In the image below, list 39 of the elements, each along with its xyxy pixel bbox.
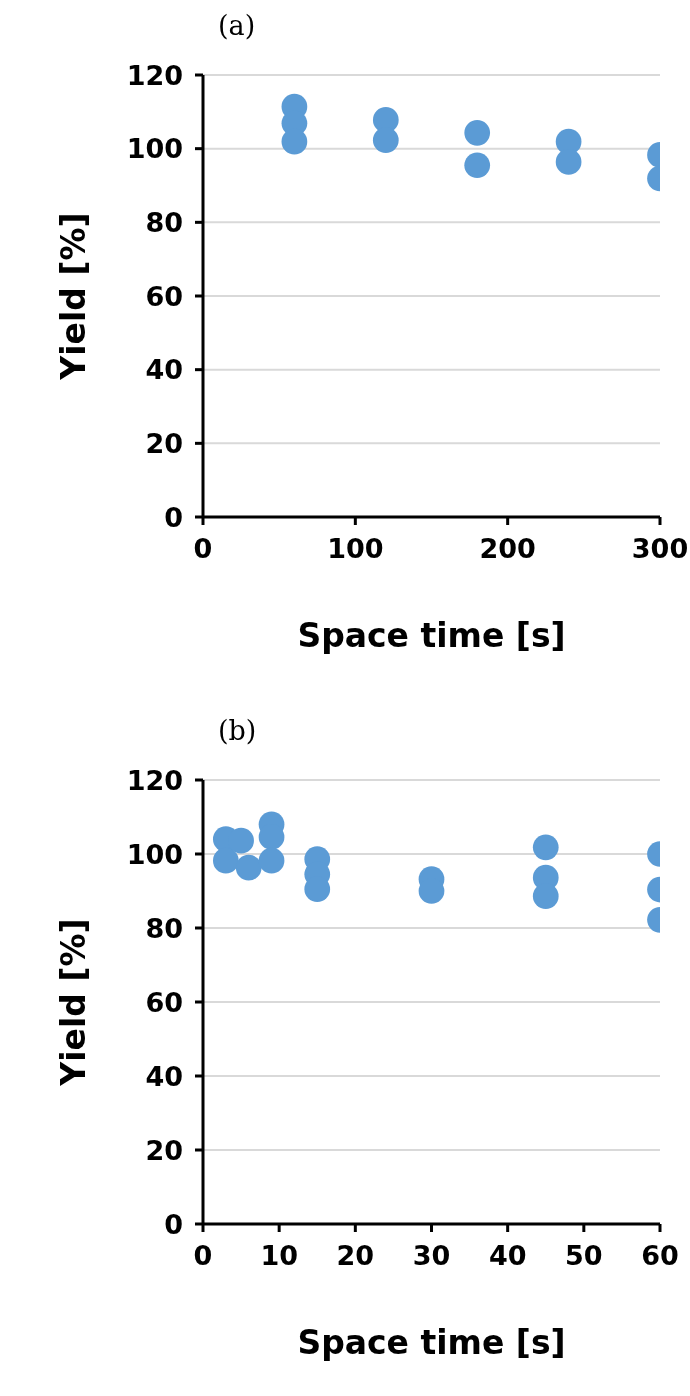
x-tick-label: 0 [193,1240,213,1272]
y-tick-label: 100 [126,133,183,165]
x-axis-title: Space time [s] [297,616,566,655]
x-axis-title: Space time [s] [297,1323,566,1362]
y-tick-label: 80 [145,912,183,944]
x-tick-label: 20 [336,1240,375,1272]
chart-title: (b) [218,715,257,746]
y-tick-label: 120 [126,59,183,91]
y-tick-label: 60 [145,986,183,1018]
y-axis-title: Yield [%] [53,918,93,1087]
x-tick-label: 100 [327,533,384,565]
x-tick-label: 0 [193,533,213,565]
point [532,834,559,861]
point [258,847,285,874]
y-tick-label: 40 [145,1060,183,1092]
y-tick-label: 40 [145,354,183,386]
y-axis-title: Yield [%] [53,212,93,381]
x-tick-label: 50 [565,1240,603,1272]
y-tick-label: 20 [145,1134,183,1166]
x-tick-label: 300 [631,533,689,565]
x-tick-label: 200 [479,533,536,565]
y-tick-label: 0 [164,1208,183,1240]
point [464,152,491,179]
point [372,127,399,154]
y-tick-label: 20 [145,427,183,459]
point [464,119,491,146]
x-tick-label: 40 [488,1240,527,1272]
y-tick-label: 120 [126,764,183,796]
x-tick-label: 60 [641,1240,679,1272]
point [555,149,582,175]
y-tick-label: 80 [145,206,183,238]
y-tick-label: 100 [126,838,183,870]
x-tick-label: 10 [260,1240,298,1272]
x-tick-label: 30 [412,1240,451,1272]
y-tick-label: 0 [164,501,183,533]
y-tick-label: 60 [145,280,183,312]
chart-title: (a) [218,10,256,41]
point [212,847,239,874]
point [235,854,262,881]
